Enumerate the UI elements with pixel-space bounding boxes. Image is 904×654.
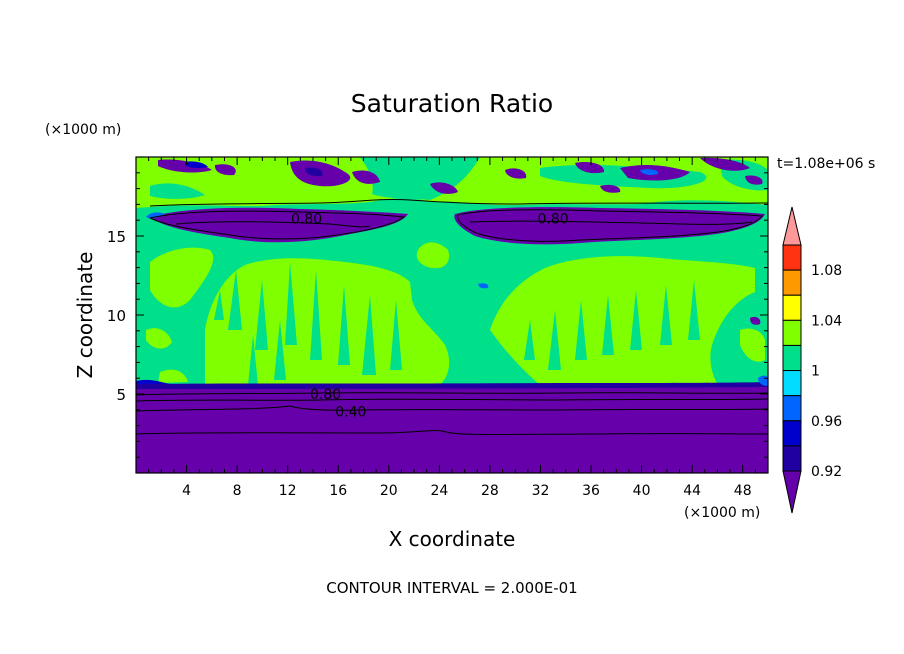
upper-dry-speckles xyxy=(158,157,763,194)
colorbar-segment xyxy=(782,244,802,271)
x-axis-label: X coordinate xyxy=(389,527,516,551)
colorbar: 0.92 0.96 1 1.04 1.08 xyxy=(782,206,842,514)
x-tick-label: 24 xyxy=(430,483,448,499)
y-axis-label: Z coordinate xyxy=(73,252,97,379)
contour-interval-footer: CONTOUR INTERVAL = 2.000E-01 xyxy=(326,579,577,597)
x-tick-label: 44 xyxy=(683,483,701,499)
time-label: t=1.08e+06 s xyxy=(777,156,875,172)
colorbar-label: 0.92 xyxy=(811,464,842,480)
colorbar-lower-triangle xyxy=(782,470,802,514)
upper-dry-band-left-edge xyxy=(146,212,165,219)
x-tick-label: 16 xyxy=(329,483,347,499)
colorbar-label: 1.08 xyxy=(811,263,842,279)
x-unit-label: (×1000 m) xyxy=(684,505,760,521)
lower-dry-layer xyxy=(136,383,768,473)
x-tick-label: 36 xyxy=(582,483,600,499)
contour-label: 0.80 xyxy=(291,212,322,228)
contour-line xyxy=(135,398,769,402)
colorbar-segment xyxy=(782,445,802,472)
contour-label: 0.80 xyxy=(538,212,569,228)
x-tick-label: 12 xyxy=(279,483,297,499)
colorbar-label: 0.96 xyxy=(811,414,842,430)
x-tick-label: 8 xyxy=(233,483,242,499)
contour-label: 0.40 xyxy=(335,404,366,420)
colorbar-segment xyxy=(782,420,802,447)
mid-dry-blob xyxy=(750,316,761,325)
contour-line xyxy=(135,405,769,412)
x-tick-label: 28 xyxy=(481,483,499,499)
contour-field xyxy=(136,157,768,473)
contour-line xyxy=(457,209,763,242)
x-tick-label: 4 xyxy=(182,483,191,499)
x-tick-label: 48 xyxy=(734,483,752,499)
y-tick-label: 5 xyxy=(116,386,126,404)
colorbar-label: 1.04 xyxy=(811,313,842,329)
colorbar-segment xyxy=(782,344,802,372)
x-axis: 4 8 12 16 20 24 28 32 36 40 44 48 xyxy=(148,157,756,499)
contour-labels: 0.80 0.800.800.40 xyxy=(291,212,569,421)
colorbar-label: 1 xyxy=(811,364,820,380)
y-tick-label: 10 xyxy=(107,307,126,325)
y-tick-label: 15 xyxy=(107,228,126,246)
colorbar-segment xyxy=(782,319,802,346)
colorbar-segment xyxy=(782,370,802,397)
contour-line xyxy=(135,429,769,435)
x-tick-label: 40 xyxy=(633,483,651,499)
contour-lines xyxy=(135,198,769,435)
y-unit-label: (×1000 m) xyxy=(45,122,121,138)
contour-line xyxy=(469,220,753,225)
y-axis: 5 10 15 xyxy=(107,172,768,458)
colorbar-segment xyxy=(782,269,802,296)
upper-green-patch xyxy=(150,183,205,199)
contour-line xyxy=(149,210,406,240)
lower-dry-layer-edge xyxy=(136,382,768,389)
mid-dry-blob xyxy=(478,283,489,289)
contour-line xyxy=(149,198,769,207)
x-tick-label: 32 xyxy=(532,483,550,499)
contour-line xyxy=(175,221,371,228)
chart-title: Saturation Ratio xyxy=(351,89,553,118)
colorbar-upper-triangle xyxy=(782,206,802,246)
mid-green-streaks xyxy=(214,262,700,385)
colorbar-segment xyxy=(782,395,802,422)
colorbar-segment xyxy=(782,294,802,321)
x-tick-label: 20 xyxy=(380,483,398,499)
contour-label: 0.80 xyxy=(310,387,341,403)
contour-line xyxy=(135,392,769,396)
